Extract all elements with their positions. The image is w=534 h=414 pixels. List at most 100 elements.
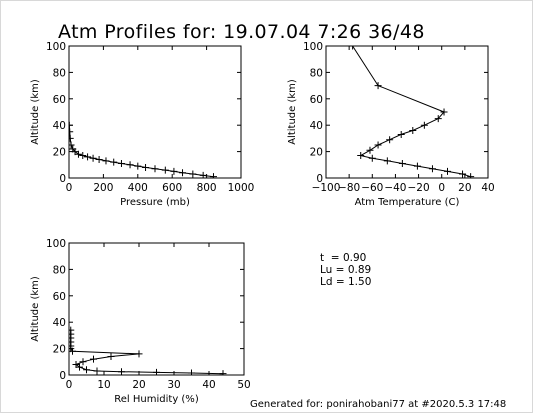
pressure-point-marker xyxy=(199,171,207,178)
temperature-chart: −100−80 −60 −40 −20 0 20 40 0 20 40 60 80 100 Atm Tem… xyxy=(287,41,495,208)
pressure-point-marker xyxy=(69,121,73,129)
temperature-point-marker xyxy=(374,141,382,149)
humidity-point-marker xyxy=(83,366,90,374)
pressure-xtick-label: 1000 xyxy=(228,182,255,194)
temperature-xtick-label: −20 xyxy=(407,182,429,194)
pressure-axes-box xyxy=(68,45,242,179)
pressure-ytick-label: 0 xyxy=(59,173,66,185)
stat-lu-value: 0.89 xyxy=(347,264,372,276)
temperature-xtick-label: 20 xyxy=(458,182,471,194)
pressure-xtick-label: 800 xyxy=(197,182,217,194)
pressure-point-marker xyxy=(209,173,217,178)
humidity-xtick-label: 20 xyxy=(132,379,145,391)
pressure-xtick-label: 200 xyxy=(93,182,113,194)
temperature-point-marker xyxy=(413,162,421,170)
temperature-ytick-label: 0 xyxy=(316,173,323,185)
humidity-ytick-label: 100 xyxy=(46,238,66,250)
humidity-point-marker xyxy=(153,368,160,375)
temperature-ytick-label: 20 xyxy=(310,147,323,159)
humidity-ytick-label: 60 xyxy=(53,291,66,303)
temperature-point-marker xyxy=(428,165,436,173)
humidity-x-axis-label: Rel Humidity (%) xyxy=(114,394,199,405)
humidity-ytick-label: 20 xyxy=(53,344,66,356)
humidity-point-marker xyxy=(90,355,97,363)
pressure-point-marker xyxy=(102,157,110,165)
pressure-ytick-label: 60 xyxy=(53,94,66,106)
stat-lu: Lu = 0.89 xyxy=(320,264,372,276)
pressure-point-marker xyxy=(170,167,178,175)
humidity-series xyxy=(69,326,227,375)
temperature-point-marker xyxy=(440,108,448,116)
pressure-xtick-label: 600 xyxy=(162,182,182,194)
temperature-point-marker xyxy=(349,46,357,50)
stat-ld-label: Ld xyxy=(320,276,333,288)
temperature-point-marker xyxy=(383,157,391,165)
temperature-point-marker xyxy=(368,154,376,162)
temperature-point-marker xyxy=(397,130,405,138)
temperature-xtick-label: −100 xyxy=(312,182,341,194)
temperature-ytick-label: 100 xyxy=(303,41,323,53)
humidity-xtick-label: 10 xyxy=(97,379,110,391)
humidity-axes-box xyxy=(68,242,245,376)
humidity-xtick-label: 0 xyxy=(66,379,73,391)
humidity-point-marker xyxy=(135,350,143,358)
pressure-point-marker xyxy=(189,170,197,178)
temperature-point-marker xyxy=(366,146,374,154)
pressure-point-marker xyxy=(69,145,77,153)
pressure-xtick-label: 400 xyxy=(128,182,148,194)
pressure-point-marker xyxy=(79,152,87,160)
pressure-point-marker xyxy=(179,169,187,177)
pressure-point-marker xyxy=(69,141,75,149)
temperature-point-marker xyxy=(459,170,467,178)
humidity-point-marker xyxy=(219,370,227,375)
humidity-point-marker xyxy=(72,360,80,368)
pressure-ytick-label: 80 xyxy=(53,67,66,79)
pressure-xtick-label: 0 xyxy=(66,182,73,194)
humidity-chart: 0 10 20 30 40 50 0 20 40 60 80 100 Rel Humidity (%) A… xyxy=(30,238,251,405)
pressure-point-marker xyxy=(84,153,92,161)
stat-lu-label: Lu xyxy=(320,264,333,276)
temperature-ytick-label: 80 xyxy=(310,67,323,79)
humidity-ytick-label: 40 xyxy=(53,317,66,329)
temperature-xtick-label: 40 xyxy=(481,182,494,194)
pressure-profile-line xyxy=(69,125,214,178)
temperature-ytick-label: 40 xyxy=(310,120,323,132)
temperature-point-marker xyxy=(386,136,394,144)
temperature-x-axis-label: Atm Temperature (C) xyxy=(355,197,460,208)
pressure-ytick-label: 100 xyxy=(46,41,66,53)
humidity-point-marker xyxy=(79,358,87,366)
temperature-xtick-label: −60 xyxy=(361,182,383,194)
temperature-point-marker xyxy=(467,173,475,178)
page-title: Atm Profiles for: 19.07.04 7:26 36/48 xyxy=(58,21,425,43)
humidity-point-marker xyxy=(107,353,115,361)
stats-block: t = 0.90 Lu = 0.89 Ld = 1.50 xyxy=(320,252,371,288)
pressure-point-marker xyxy=(134,162,142,170)
pressure-chart: 0 200 400 600 800 1000 0 20 40 60 80 100 Pressure (m… xyxy=(30,41,254,208)
pressure-y-axis-label: Altitude (km) xyxy=(30,79,41,145)
temperature-point-marker xyxy=(444,167,451,175)
temperature-y-axis-label: Altitude (km) xyxy=(287,79,298,145)
pressure-point-marker xyxy=(95,156,103,164)
pressure-series xyxy=(69,121,217,178)
humidity-xtick-label: 50 xyxy=(237,379,250,391)
temperature-point-marker xyxy=(409,126,417,134)
temperature-point-marker xyxy=(398,159,406,167)
humidity-ytick-label: 80 xyxy=(53,264,66,276)
pressure-ytick-label: 20 xyxy=(53,147,66,159)
generated-footer: Generated for: ponirahobani77 at #2020.5… xyxy=(250,399,507,410)
temperature-point-marker xyxy=(357,152,365,160)
pressure-ytick-label: 40 xyxy=(53,120,66,132)
stat-t-value: 0.90 xyxy=(342,252,367,264)
pressure-point-marker xyxy=(126,161,134,169)
stat-t: t = 0.90 xyxy=(320,252,367,264)
temperature-profile-line xyxy=(352,46,471,178)
pressure-point-marker xyxy=(117,159,125,167)
humidity-point-marker xyxy=(93,367,101,375)
temperature-ytick-label: 60 xyxy=(310,94,323,106)
humidity-ytick-label: 0 xyxy=(59,370,66,382)
pressure-point-marker xyxy=(89,154,97,162)
temperature-point-marker xyxy=(420,121,428,129)
stat-ld: Ld = 1.50 xyxy=(320,276,372,288)
temperature-xtick-label: −40 xyxy=(384,182,406,194)
